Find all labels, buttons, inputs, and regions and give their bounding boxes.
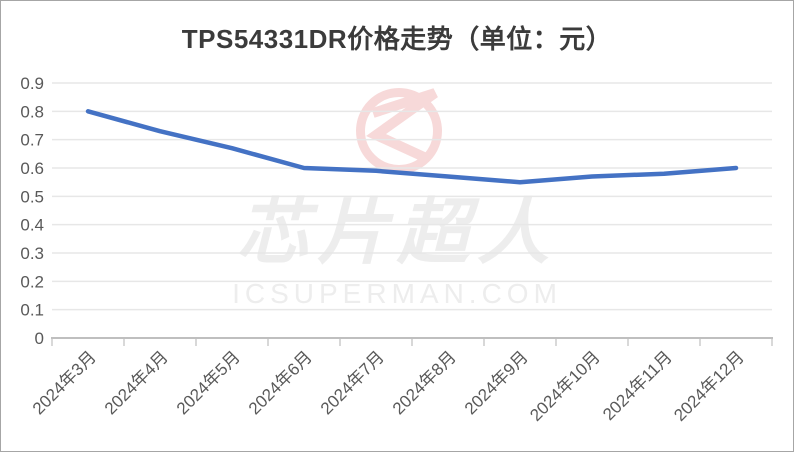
y-axis-label: 0.4 xyxy=(20,216,44,235)
x-axis-label: 2024年8月 xyxy=(389,347,460,418)
y-axis-label: 0.9 xyxy=(20,74,44,93)
x-axis-label: 2024年6月 xyxy=(245,347,316,418)
y-axis-label: 0 xyxy=(35,329,44,348)
x-axis-label: 2024年10月 xyxy=(526,347,604,425)
y-axis-label: 0.3 xyxy=(20,244,44,263)
x-axis-label: 2024年12月 xyxy=(670,347,748,425)
y-axis-label: 0.6 xyxy=(20,159,44,178)
price-line-series xyxy=(85,109,739,185)
x-axis-label: 2024年5月 xyxy=(173,347,244,418)
ic-superman-logo-icon xyxy=(356,88,442,174)
watermark-site-text: ICSUPERMAN.COM xyxy=(232,278,562,309)
chart-title: TPS54331DR价格走势（单位：元） xyxy=(181,24,613,54)
y-axis-label: 0.1 xyxy=(20,301,44,320)
x-axis-label: 2024年11月 xyxy=(599,347,676,424)
x-axis-label: 2024年4月 xyxy=(101,347,172,418)
y-axis-label: 0.8 xyxy=(20,102,44,121)
y-axis-label: 0.7 xyxy=(20,131,44,150)
x-axis-label: 2024年9月 xyxy=(461,347,532,418)
y-axis-label: 0.2 xyxy=(20,272,44,291)
watermark-cn-text: 芯片超人 xyxy=(236,193,557,273)
x-axis-label: 2024年7月 xyxy=(317,347,388,418)
y-axis-label: 0.5 xyxy=(20,187,44,206)
x-axis-label: 2024年3月 xyxy=(29,347,100,418)
